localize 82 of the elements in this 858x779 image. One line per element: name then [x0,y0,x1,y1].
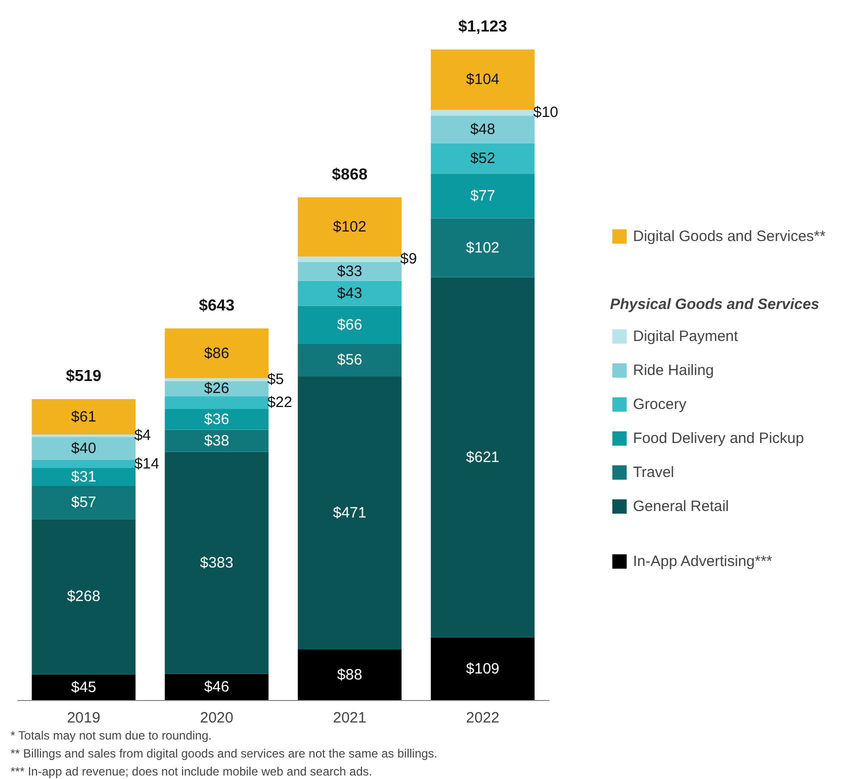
bar [298,306,402,344]
bar [298,256,402,262]
bar [430,116,535,144]
data-label: $77 [470,187,496,204]
bar [164,328,269,378]
legend-label: Digital Goods and Services** [633,228,826,244]
x-tick-label: 2021 [333,710,366,726]
data-label: $10 [533,104,558,122]
bar [32,434,136,437]
data-label: $48 [470,121,496,138]
bar [298,262,402,281]
bar [164,396,269,409]
text: ** Billings and sales from digital goods and services are not the same as billings. [10,746,438,760]
bar [430,50,535,110]
bar [32,399,136,434]
total-label: $643 [198,297,235,314]
data-label: $40 [71,440,96,457]
text: * Totals may not sum due to rounding. [10,728,212,742]
bar [430,174,535,218]
bar [298,197,402,256]
bar [430,110,535,116]
bar [32,436,136,460]
data-label: $383 [200,554,234,572]
bar [298,344,402,376]
data-label: $38 [204,432,230,450]
data-label: $45 [71,678,96,696]
bar [164,408,269,430]
data-label: $66 [337,316,362,334]
bar [32,460,136,468]
total-label: $868 [332,166,368,184]
data-label: $5 [267,371,284,388]
bar [430,637,535,700]
data-label: $621 [466,448,500,466]
bar [298,649,402,700]
bar [164,381,269,396]
bar [298,376,402,650]
bar [298,280,402,306]
bar [430,143,535,174]
total-label: $519 [66,368,102,386]
data-label: $52 [470,150,496,168]
data-label: $471 [333,504,366,522]
bar [430,277,535,638]
bar [164,452,269,674]
data-label: $88 [337,666,362,684]
data-label: $86 [204,344,230,362]
data-label: $31 [71,468,96,486]
data-label: $36 [204,410,230,428]
bar [32,674,136,700]
data-label: $4 [134,427,151,444]
data-label: $56 [337,352,362,369]
data-label: $104 [466,71,500,88]
text: *** In-app ad revenue; does not include mobile web and search ads. [10,764,372,778]
data-label: $102 [333,218,366,236]
data-label: $26 [204,380,230,398]
data-label: $102 [466,239,500,256]
bar [32,486,136,520]
legend-label: Travel [633,464,674,480]
data-label: $109 [466,660,500,678]
legend-label: General Retail [633,498,729,514]
legend-label: Digital Payment [633,328,738,344]
data-label: $33 [337,262,362,280]
total-label: $1,123 [458,18,508,36]
data-label: $46 [204,678,230,696]
bar [164,430,269,452]
legend-label: Ride Hailing [633,362,714,378]
data-label: $43 [337,284,362,302]
data-label: $61 [71,408,96,426]
legend-label: Food Delivery and Pickup [633,430,804,446]
bar [32,468,136,486]
data-label: $268 [66,588,100,606]
x-tick-label: 2020 [200,710,234,726]
bar [430,218,535,278]
data-label: $9 [400,250,417,268]
data-label: $57 [71,494,96,512]
legend-label: Grocery [633,396,686,412]
bar [164,378,269,382]
bar [32,519,136,674]
legend-title: Physical Goods and Services [610,296,820,313]
x-tick-label: 2022 [466,710,500,726]
x-tick-label: 2019 [66,710,100,726]
legend-label: In-App Advertising*** [633,552,772,570]
bar [164,674,269,700]
